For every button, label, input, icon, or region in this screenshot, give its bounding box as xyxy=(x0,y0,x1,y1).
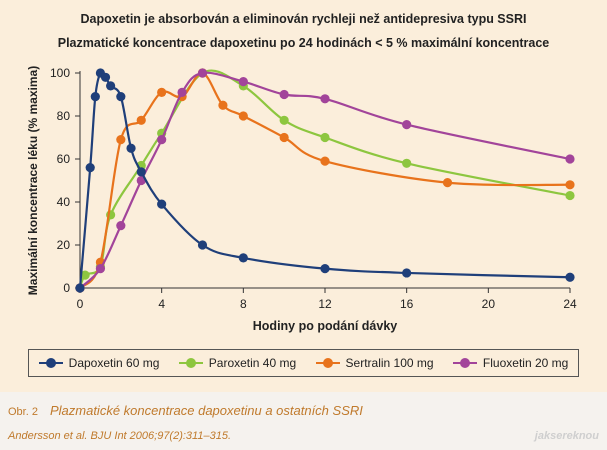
data-point-fluoxetin xyxy=(157,135,167,145)
legend-item: Dapoxetin 60 mg xyxy=(38,356,160,370)
data-point-dapoxetin xyxy=(136,167,146,177)
legend-swatch xyxy=(178,358,203,368)
chart-title: Dapoxetin je absorbován a eliminován ryc… xyxy=(80,12,527,26)
x-tick-label: 24 xyxy=(563,297,577,311)
figure-caption: Obr. 2 Plazmatické koncentrace dapoxetinu… xyxy=(8,403,363,418)
chart-panel xyxy=(0,0,607,392)
series-line-dapoxetin xyxy=(78,70,571,289)
data-point-dapoxetin xyxy=(100,72,111,82)
data-point-sertralin xyxy=(279,132,289,143)
y-tick-label: 40 xyxy=(57,195,71,209)
legend-label: Dapoxetin 60 mg xyxy=(68,356,160,370)
legend-item: Paroxetin 40 mg xyxy=(178,356,297,370)
data-point-fluoxetin xyxy=(95,264,106,274)
data-point-dapoxetin xyxy=(90,92,100,102)
legend-swatch xyxy=(315,358,340,368)
data-point-dapoxetin xyxy=(402,268,412,278)
data-point-paroxetin xyxy=(279,115,289,125)
data-point-paroxetin xyxy=(80,270,90,280)
watermark-logo: jaksereknou xyxy=(534,430,599,442)
data-point-fluoxetin xyxy=(279,89,289,100)
data-point-dapoxetin xyxy=(238,253,248,263)
figure-footer xyxy=(0,392,607,450)
data-point-dapoxetin xyxy=(75,283,85,293)
y-tick-label: 100 xyxy=(50,66,70,80)
x-tick-label: 4 xyxy=(158,297,165,311)
data-point-dapoxetin xyxy=(126,143,136,153)
data-point-sertralin xyxy=(116,135,126,145)
figure-caption-text: Plazmatické koncentrace dapoxetinu a ost… xyxy=(49,403,363,418)
data-point-paroxetin xyxy=(402,158,412,168)
line-chart: 0 4 8 12 16 20 24 0 20 40 60 80 100 Hodiny po podání … xyxy=(26,66,577,333)
legend-label: Sertralin 100 mg xyxy=(345,356,434,370)
data-point-dapoxetin xyxy=(197,240,208,250)
data-point-fluoxetin xyxy=(565,154,575,164)
data-point-dapoxetin xyxy=(85,163,95,173)
y-tick-label: 20 xyxy=(57,238,71,252)
data-point-fluoxetin xyxy=(197,68,208,78)
data-point-sertralin xyxy=(320,156,330,166)
data-point-sertralin xyxy=(442,178,453,188)
y-axis-label: Maximální koncentrace léku (% maxima) xyxy=(26,66,40,295)
data-point-dapoxetin xyxy=(565,272,575,282)
data-point-sertralin xyxy=(157,87,167,97)
figure-citation: Andersson et al. BJU Int 2006;97(2):311–… xyxy=(8,430,231,442)
data-point-paroxetin xyxy=(565,190,575,201)
data-point-fluoxetin xyxy=(320,94,330,104)
legend-label: Paroxetin 40 mg xyxy=(208,356,297,370)
chart-subtitle: Plazmatické koncentrace dapoxetinu po 24… xyxy=(57,36,550,50)
data-point-dapoxetin xyxy=(116,92,126,102)
x-tick-label: 16 xyxy=(400,297,414,311)
data-point-fluoxetin xyxy=(177,87,187,97)
x-tick-label: 0 xyxy=(77,297,84,311)
data-point-sertralin xyxy=(218,100,228,110)
data-point-fluoxetin xyxy=(238,77,248,87)
data-point-fluoxetin xyxy=(402,120,412,130)
data-point-paroxetin xyxy=(320,132,330,143)
legend-swatch xyxy=(452,358,477,368)
figure-number: Obr. 2 xyxy=(8,406,38,418)
data-point-sertralin xyxy=(565,180,575,190)
data-point-dapoxetin xyxy=(320,264,330,274)
chart-legend: Dapoxetin 60 mg Paroxetin 40 mg Sertralin … xyxy=(28,349,579,377)
x-tick-label: 12 xyxy=(318,297,332,311)
legend-swatch xyxy=(38,358,63,368)
y-tick-label: 0 xyxy=(63,281,70,295)
x-axis-label: Hodiny po podání dávky xyxy=(253,319,398,333)
data-point-dapoxetin xyxy=(157,199,167,209)
x-tick-label: 20 xyxy=(482,297,496,311)
y-tick-label: 60 xyxy=(57,152,71,166)
x-tick-label: 8 xyxy=(240,297,247,311)
data-point-sertralin xyxy=(238,111,248,121)
legend-label: Fluoxetin 20 mg xyxy=(482,356,569,370)
series-line-sertralin xyxy=(79,71,571,289)
series-line-fluoxetin xyxy=(79,71,571,289)
legend-item: Fluoxetin 20 mg xyxy=(452,356,569,370)
y-tick-label: 80 xyxy=(57,109,71,123)
legend-item: Sertralin 100 mg xyxy=(315,356,434,370)
data-point-sertralin xyxy=(136,115,146,125)
data-point-fluoxetin xyxy=(116,221,126,231)
data-point-dapoxetin xyxy=(106,81,116,91)
